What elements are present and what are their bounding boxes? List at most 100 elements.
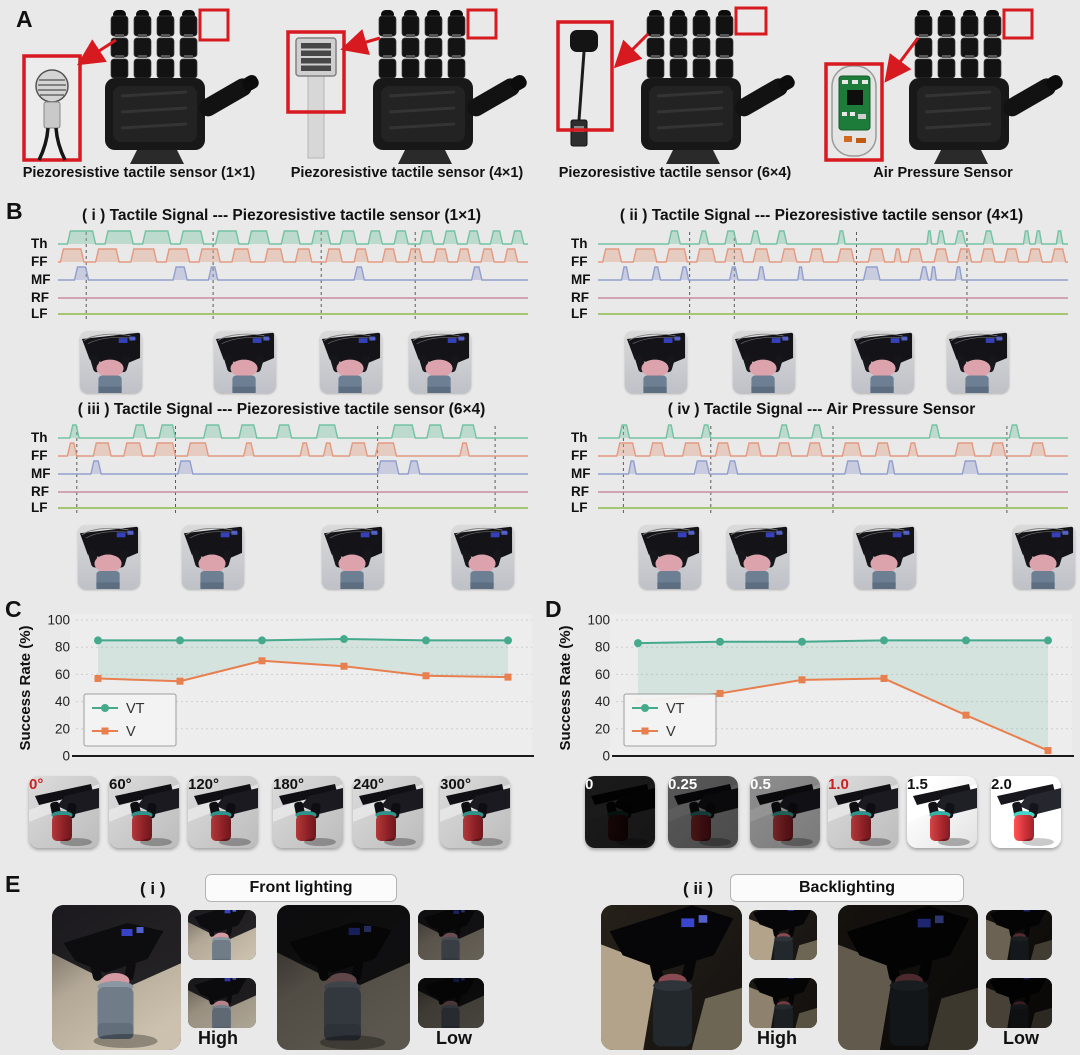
svg-text:60: 60 xyxy=(55,667,70,682)
svg-text:40: 40 xyxy=(595,694,610,709)
back-low-photo-large xyxy=(838,905,978,1050)
condition-photo: 300° xyxy=(440,776,510,848)
sensor-unit-6x4 xyxy=(548,6,802,166)
front-low-photo-small xyxy=(418,978,484,1028)
svg-text:20: 20 xyxy=(55,721,70,736)
grasp-photo xyxy=(854,525,916,589)
front-low-photo-small xyxy=(418,910,484,960)
sensor-unit-air xyxy=(816,6,1070,166)
sensor-caption: Air Pressure Sensor xyxy=(873,165,1013,181)
backlighting-title: Backlighting xyxy=(730,874,964,902)
condition-label: 120° xyxy=(188,776,220,793)
svg-text:MF: MF xyxy=(571,466,591,481)
svg-text:60: 60 xyxy=(595,667,610,682)
rotation-photo-row: 0° 60° 120° 180° xyxy=(14,772,539,867)
back-low-photo-small xyxy=(986,910,1052,960)
condition-label: 0° xyxy=(29,776,44,793)
panel-b-label: B xyxy=(6,198,23,224)
sensor-unit-4x1 xyxy=(280,6,534,166)
svg-text:20: 20 xyxy=(595,721,610,736)
grasp-photo-row-i xyxy=(28,330,535,396)
tactile-subpanel-i: ( i ) Tactile Signal --- Piezoresistive … xyxy=(28,206,535,396)
panel-d-label: D xyxy=(545,596,562,622)
condition-label: 2.0 xyxy=(991,776,1012,793)
condition-label: 0.5 xyxy=(750,776,771,793)
signal-plot-iv: Th FF MF RF LF xyxy=(568,422,1075,524)
grasp-photo-row-ii xyxy=(568,330,1075,396)
condition-label: 180° xyxy=(273,776,305,793)
svg-text:Success Rate (%): Success Rate (%) xyxy=(17,625,34,750)
tactile-subpanel-ii: ( ii ) Tactile Signal --- Piezoresistive… xyxy=(568,206,1075,396)
svg-text:VT: VT xyxy=(126,701,145,717)
condition-photo: 240° xyxy=(353,776,423,848)
grasp-photo xyxy=(78,525,140,589)
tactile-subpanel-iv: ( iv ) Tactile Signal --- Air Pressure S… xyxy=(568,400,1075,590)
svg-text:0: 0 xyxy=(62,749,70,764)
hand-photo-air xyxy=(816,6,1070,166)
svg-text:MF: MF xyxy=(31,466,51,481)
panel-e-label: E xyxy=(5,871,21,897)
sensor-caption: Piezoresistive tactile sensor (6×4) xyxy=(558,165,792,181)
grasp-photo xyxy=(733,331,795,393)
svg-text:0: 0 xyxy=(602,749,610,764)
svg-text:LF: LF xyxy=(31,306,48,321)
svg-text:FF: FF xyxy=(31,448,48,463)
svg-text:V: V xyxy=(666,724,676,740)
svg-text:FF: FF xyxy=(571,448,588,463)
svg-text:RF: RF xyxy=(571,484,589,499)
svg-text:LF: LF xyxy=(571,306,588,321)
grasp-photo xyxy=(214,331,276,393)
front-high-photo-small xyxy=(188,978,256,1028)
back-low-photo-small xyxy=(986,978,1052,1028)
svg-text:V: V xyxy=(126,724,136,740)
tactile-title-iii: ( iii ) Tactile Signal --- Piezoresistiv… xyxy=(77,401,486,418)
front-low-label: Low xyxy=(436,1028,472,1048)
front-high-photo-large xyxy=(52,905,181,1050)
sensor-unit-1x1 xyxy=(12,6,266,166)
svg-text:RF: RF xyxy=(31,484,49,499)
front-lighting-title: Front lighting xyxy=(205,874,397,902)
svg-text:100: 100 xyxy=(47,613,70,628)
grasp-photo-row-iv xyxy=(568,524,1075,590)
front-low-photo-large xyxy=(277,905,410,1050)
hand-photo-6x4 xyxy=(548,6,802,166)
signal-plot-ii: Th FF MF RF LF xyxy=(568,228,1075,330)
svg-text:FF: FF xyxy=(571,254,588,269)
condition-label: 60° xyxy=(109,776,132,793)
panel-a-label: A xyxy=(16,6,33,32)
back-low-label: Low xyxy=(1003,1028,1039,1048)
tactile-title-iv: ( iv ) Tactile Signal --- Air Pressure S… xyxy=(667,401,976,418)
hand-photo-4x1 xyxy=(280,6,534,166)
grasp-photo xyxy=(639,525,701,589)
front-high-photo-small xyxy=(188,910,256,960)
back-high-label: High xyxy=(757,1028,797,1048)
signal-plot-iii: Th FF MF RF LF xyxy=(28,422,535,524)
grasp-photo xyxy=(80,331,142,393)
grasp-photo xyxy=(452,525,514,589)
grasp-photo xyxy=(320,331,382,393)
condition-label: 240° xyxy=(353,776,385,793)
grasp-photo xyxy=(409,331,471,393)
back-high-photo-large xyxy=(601,905,742,1050)
tactile-subpanel-iii: ( iii ) Tactile Signal --- Piezoresistiv… xyxy=(28,400,535,590)
condition-label: 0.25 xyxy=(668,776,698,793)
condition-photo: 0.25 xyxy=(668,776,738,848)
svg-text:Success Rate (%): Success Rate (%) xyxy=(557,625,574,750)
front-high-label: High xyxy=(198,1028,238,1048)
condition-label: 1.5 xyxy=(907,776,928,793)
grasp-photo xyxy=(182,525,244,589)
svg-text:100: 100 xyxy=(587,613,610,628)
grasp-photo xyxy=(1013,525,1075,589)
condition-photo: 180° xyxy=(273,776,343,848)
tactile-title-i: ( i ) Tactile Signal --- Piezoresistive … xyxy=(82,207,481,224)
sensor-caption: Piezoresistive tactile sensor (4×1) xyxy=(290,165,524,181)
grasp-photo-row-iii xyxy=(28,524,535,590)
section-i-index: ( i ) xyxy=(140,879,166,898)
condition-photo: 1.5 xyxy=(907,776,977,848)
grasp-photo xyxy=(947,331,1009,393)
section-ii-index: ( ii ) xyxy=(683,879,714,898)
svg-text:RF: RF xyxy=(571,290,589,305)
success-rate-chart-rotation: 0 20 40 60 80 100 Success Rate (%) VT V xyxy=(17,613,534,764)
back-high-photo-small xyxy=(749,910,817,960)
